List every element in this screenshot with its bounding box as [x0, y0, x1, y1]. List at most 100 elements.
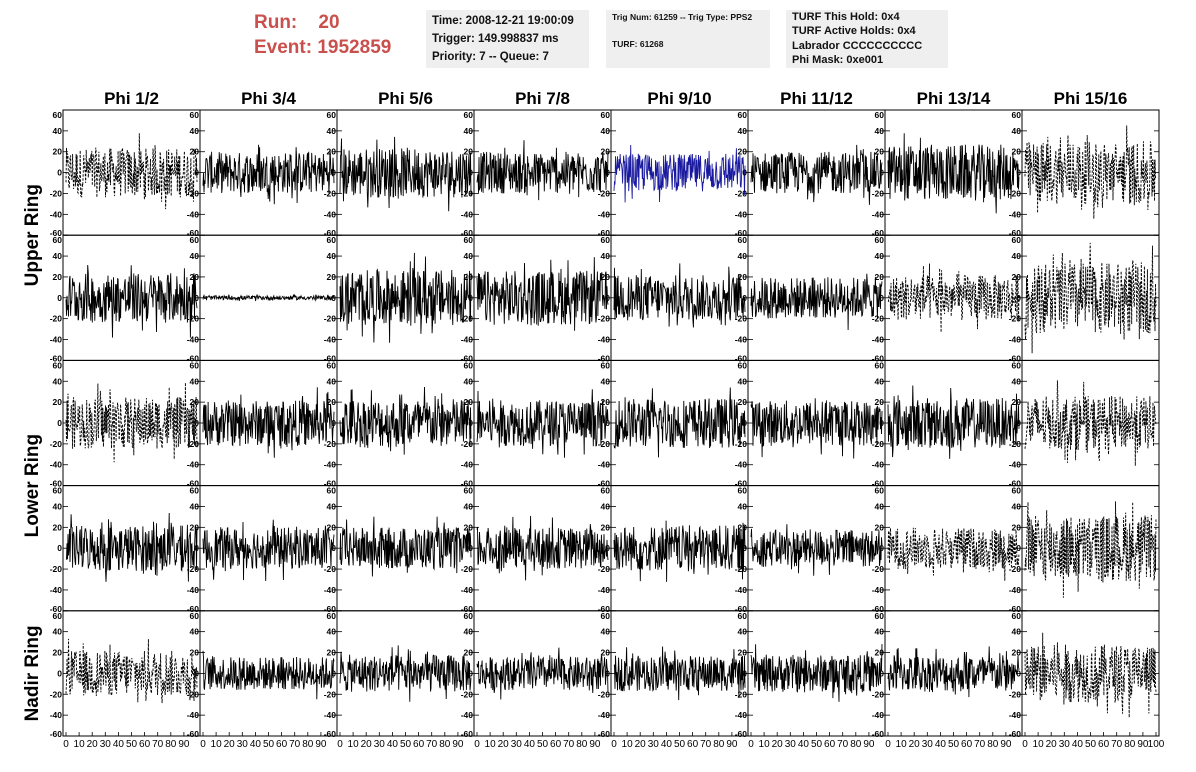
- y-tick-label: 20: [601, 397, 611, 407]
- waveform-trace: [1024, 501, 1157, 598]
- x-tick-label: 50: [400, 739, 412, 750]
- y-tick-label: 40: [327, 251, 337, 261]
- y-tick-label: 0: [194, 293, 199, 303]
- y-tick-label: -60: [461, 604, 474, 614]
- y-tick-label: 20: [327, 147, 337, 157]
- y-tick-label: -20: [1009, 564, 1022, 574]
- y-tick-label: -60: [50, 604, 63, 614]
- run-label: Run:: [254, 12, 298, 33]
- y-tick-label: -20: [598, 188, 611, 198]
- y-tick-label: 0: [879, 543, 884, 553]
- y-tick-label: -20: [735, 439, 748, 449]
- waveform-trace: [339, 252, 472, 343]
- waveform-trace: [750, 524, 883, 576]
- y-tick-label: -40: [50, 585, 63, 595]
- y-tick-label: 60: [53, 110, 63, 120]
- y-tick-label: -40: [1009, 460, 1022, 470]
- waveform-trace: [750, 273, 883, 331]
- y-tick-label: -20: [324, 188, 337, 198]
- y-tick-label: -60: [1009, 228, 1022, 238]
- column-title-1: Phi 1/2: [104, 89, 159, 108]
- y-tick-label: 60: [875, 360, 885, 370]
- y-tick-label: 20: [327, 522, 337, 532]
- y-tick-label: -60: [187, 353, 200, 363]
- y-tick-label: -40: [1009, 585, 1022, 595]
- y-tick-label: 0: [1016, 168, 1021, 178]
- y-tick-label: 40: [464, 126, 474, 136]
- y-tick-label: 40: [53, 501, 63, 511]
- column-title-8: Phi 15/16: [1054, 89, 1128, 108]
- x-tick-label: 60: [824, 739, 836, 750]
- waveform-trace: [476, 647, 609, 700]
- x-tick-label: 70: [289, 739, 301, 750]
- y-tick-label: 60: [190, 360, 200, 370]
- x-tick-label: 20: [224, 739, 236, 750]
- time-text: Time: 2008-12-21 19:00:09: [432, 15, 574, 27]
- x-tick-label: 0: [1022, 739, 1028, 750]
- y-tick-label: -20: [461, 564, 474, 574]
- y-tick-label: 0: [468, 418, 473, 428]
- waveform-trace: [65, 638, 198, 704]
- trig-info-box: Trig Num: 61259 -- Trig Type: PPS2 TURF:…: [606, 10, 770, 68]
- column-title-5: Phi 9/10: [647, 89, 711, 108]
- y-tick-label: -20: [187, 188, 200, 198]
- y-tick-label: 40: [190, 501, 200, 511]
- y-tick-label: 60: [464, 235, 474, 245]
- waveform-trace: [887, 527, 1020, 581]
- y-tick-label: -60: [50, 353, 63, 363]
- trigger-text: Trigger: 149.998837 ms: [432, 33, 559, 45]
- y-tick-label: 60: [327, 486, 337, 496]
- y-tick-label: -20: [872, 689, 885, 699]
- waveform-trace: [1024, 632, 1157, 718]
- panel-frame: [1021, 109, 1160, 236]
- y-tick-label: -40: [1009, 209, 1022, 219]
- y-tick-label: -60: [872, 604, 885, 614]
- y-tick-label: -20: [1009, 314, 1022, 324]
- y-tick-label: 40: [601, 627, 611, 637]
- x-tick-label: 0: [63, 739, 69, 750]
- y-tick-label: -40: [872, 585, 885, 595]
- waveform-trace: [750, 144, 883, 205]
- y-tick-label: -60: [324, 228, 337, 238]
- y-tick-label: 60: [875, 611, 885, 621]
- priority-text: Priority: 7 -- Queue: 7: [432, 51, 549, 63]
- turf-hold-text: TURF This Hold: 0x4: [792, 11, 900, 23]
- x-tick-label: 60: [276, 739, 288, 750]
- x-tick-label: 0: [885, 739, 891, 750]
- y-tick-label: 0: [468, 168, 473, 178]
- column-title-2: Phi 3/4: [241, 89, 296, 108]
- y-tick-label: 40: [190, 627, 200, 637]
- waveform-trace: [887, 385, 1020, 459]
- y-tick-label: 0: [194, 543, 199, 553]
- y-tick-label: 60: [53, 360, 63, 370]
- y-tick-label: -60: [1009, 353, 1022, 363]
- y-tick-label: 20: [53, 648, 63, 658]
- y-tick-label: 20: [738, 272, 748, 282]
- x-tick-label: 80: [850, 739, 862, 750]
- waveform-trace: [613, 520, 746, 582]
- y-tick-label: 20: [601, 272, 611, 282]
- y-tick-label: -60: [1009, 604, 1022, 614]
- y-tick-label: -60: [461, 729, 474, 739]
- x-tick-label: 10: [896, 739, 908, 750]
- waveform-trace: [1024, 380, 1157, 466]
- y-tick-label: -20: [1009, 689, 1022, 699]
- y-tick-label: -60: [598, 729, 611, 739]
- x-tick-label: 70: [152, 739, 164, 750]
- y-tick-label: 0: [57, 293, 62, 303]
- y-tick-label: 20: [464, 147, 474, 157]
- y-tick-label: 20: [1012, 522, 1022, 532]
- waveform-trace: [65, 264, 198, 338]
- y-tick-label: -20: [1009, 439, 1022, 449]
- waveform-trace: [65, 382, 198, 463]
- x-tick-label: 20: [87, 739, 99, 750]
- y-tick-label: 0: [57, 543, 62, 553]
- y-tick-label: 0: [605, 668, 610, 678]
- y-tick-label: -60: [187, 729, 200, 739]
- y-tick-label: 0: [194, 168, 199, 178]
- y-tick-label: -60: [50, 729, 63, 739]
- y-tick-label: -40: [461, 209, 474, 219]
- x-tick-label: 20: [498, 739, 510, 750]
- y-tick-label: -20: [187, 439, 200, 449]
- y-tick-label: 20: [190, 147, 200, 157]
